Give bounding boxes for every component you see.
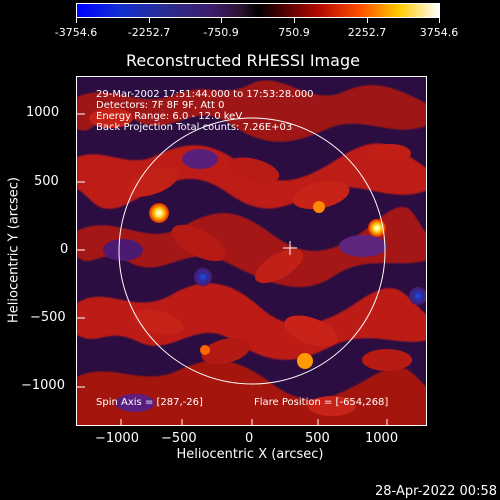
detectors-line: Detectors: 7F 8F 9F, Att 0 — [96, 100, 225, 111]
observation-time-range: 29-Mar-2002 17:51:44.000 to 17:53:28.000 — [96, 89, 314, 100]
back-projection-line: Back Projection Total counts: 7.26E+03 — [96, 122, 293, 133]
x-axis-label: Heliocentric X (arcsec) — [176, 447, 324, 462]
image-blob — [369, 144, 411, 162]
image-blob — [292, 180, 350, 210]
image-blob — [127, 167, 179, 197]
image-blob — [89, 108, 133, 128]
image-blob — [284, 315, 338, 347]
image-texture — [77, 206, 426, 288]
image-panel: 29-Mar-2002 17:51:44.000 to 17:53:28.000… — [76, 76, 427, 426]
bright-source — [297, 353, 313, 369]
image-spots — [149, 201, 426, 369]
image-blob — [308, 396, 356, 416]
image-blob — [362, 349, 412, 371]
image-blob — [254, 248, 304, 284]
colorbar-tick — [439, 18, 440, 23]
y-tick-label: 0 — [60, 242, 69, 257]
bright-source — [200, 345, 210, 355]
energy-range-line: Energy Range: 6.0 - 12.0 keV — [96, 111, 243, 122]
image-blob — [201, 337, 251, 365]
colorbar-label: -2252.7 — [127, 26, 171, 39]
colorbar-label: 750.9 — [278, 26, 310, 39]
y-axis-label: Heliocentric Y (arcsec) — [6, 177, 22, 323]
colorbar-tick — [149, 18, 150, 23]
image-texture — [77, 80, 426, 142]
spin-axis-marker — [283, 241, 297, 255]
image-blobs — [89, 108, 412, 416]
image-blob — [115, 394, 155, 412]
image-texture — [77, 283, 426, 360]
colorbar-label: 3754.6 — [419, 26, 459, 39]
x-tick-label: −500 — [161, 431, 197, 446]
dark-source — [194, 268, 212, 286]
y-tick-label: 500 — [34, 174, 59, 189]
image-blob — [132, 309, 184, 335]
y-tick-label: 1000 — [26, 105, 60, 120]
colorbar-label: 2252.7 — [347, 26, 387, 39]
image-blob — [103, 239, 143, 261]
colorbar-label: -3754.6 — [54, 26, 98, 39]
colorbar-tick — [76, 18, 77, 23]
image-blob — [339, 235, 387, 257]
reconstructed-image-svg — [77, 77, 426, 425]
bright-source — [149, 203, 169, 223]
axis-ticks — [77, 113, 388, 425]
dark-source — [409, 287, 426, 305]
image-blob — [228, 157, 280, 183]
colorbar-label: -750.9 — [203, 26, 239, 39]
y-tick-label: −500 — [30, 310, 66, 325]
bright-source — [368, 219, 386, 237]
x-tick-label: 500 — [305, 431, 330, 446]
bright-source — [313, 201, 325, 213]
color-scale-bar — [76, 3, 440, 18]
solar-limb-circle — [118, 117, 386, 385]
flare-position-label: Flare Position = [-654,268] — [254, 397, 389, 408]
x-tick-label: 0 — [245, 431, 254, 446]
plot-title: Reconstructed RHESSI Image — [126, 51, 360, 70]
x-tick-label: 1000 — [365, 431, 399, 446]
image-blob — [171, 224, 227, 262]
footer-timestamp: 28-Apr-2022 00:58 — [375, 484, 497, 499]
x-tick-label: −1000 — [95, 431, 139, 446]
colorbar-tick — [367, 18, 368, 23]
spin-axis-label: Spin Axis = [287,-26] — [96, 397, 203, 408]
colorbar-tick — [294, 18, 295, 23]
image-blob — [182, 149, 218, 169]
colorbar-tick — [221, 18, 222, 23]
y-tick-label: −1000 — [21, 378, 65, 393]
